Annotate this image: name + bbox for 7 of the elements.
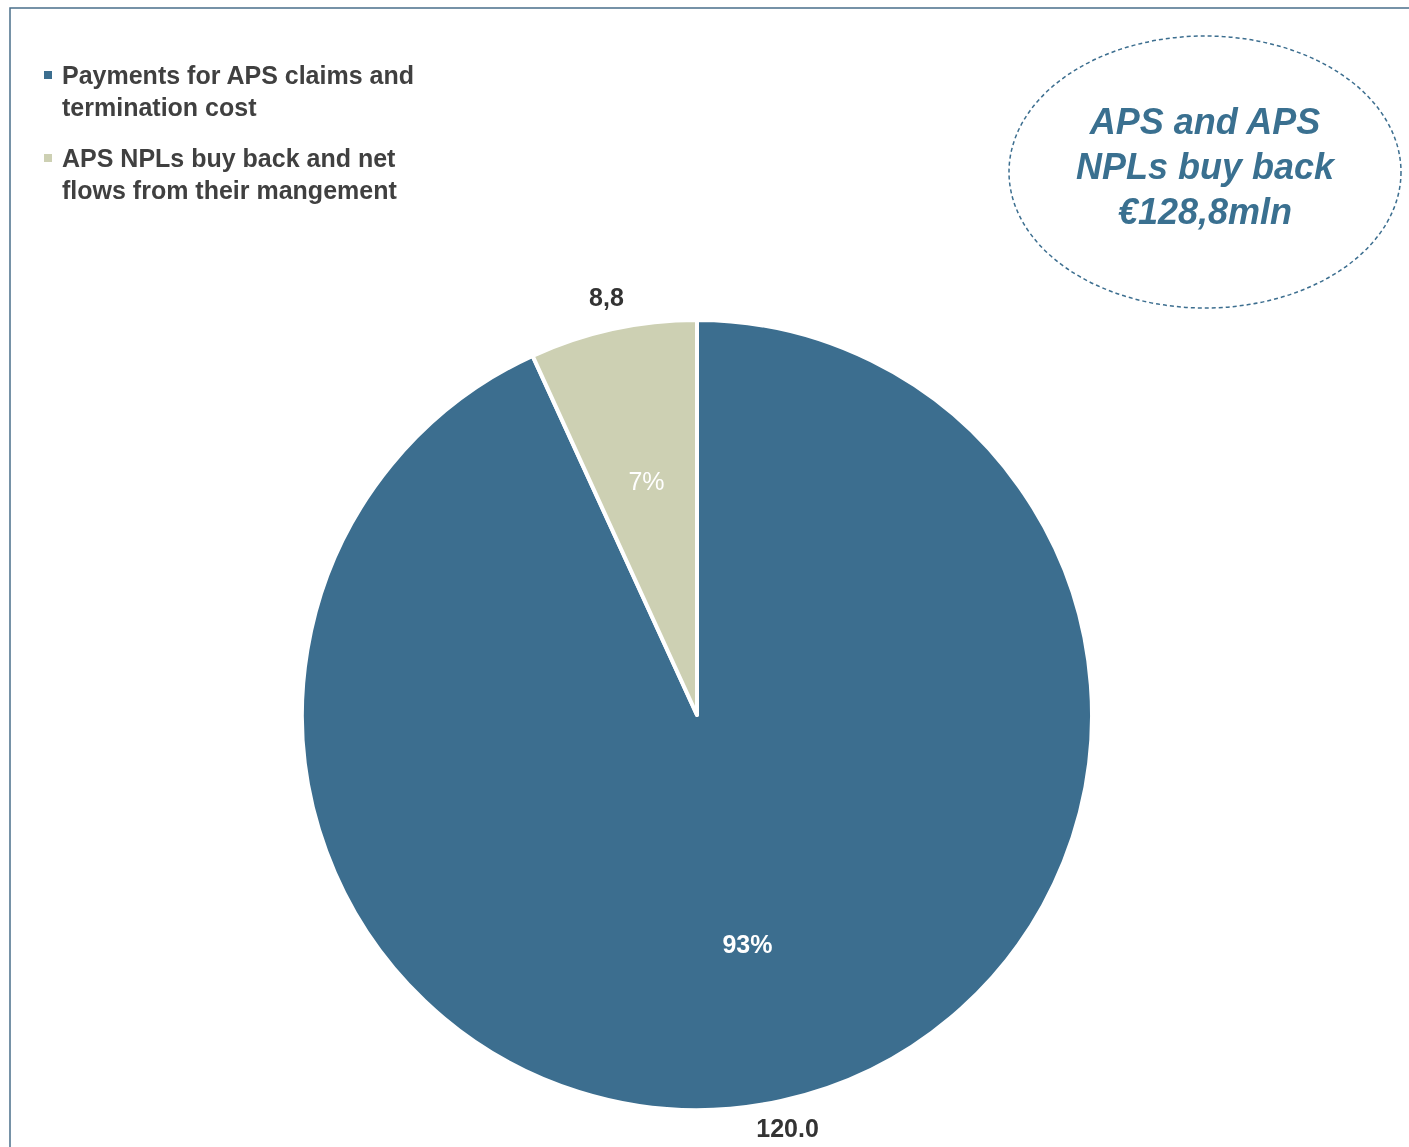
text: 7% [628, 467, 665, 496]
legend-label: Payments for APS claims and termination cost [62, 61, 414, 121]
legend-label: APS NPLs buy back and net flows from their mangement [62, 144, 398, 204]
data-label: 8,8 [589, 283, 624, 312]
text: 93% [722, 930, 773, 959]
text: APS and APS NPLs buy back €128,8mln [1075, 101, 1337, 232]
data-label: 120.0 [756, 1113, 819, 1142]
